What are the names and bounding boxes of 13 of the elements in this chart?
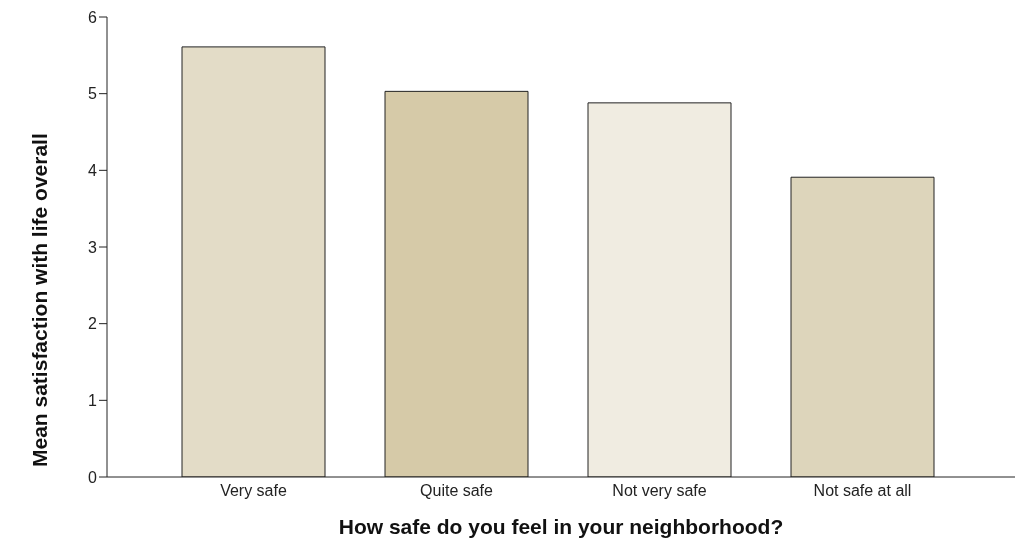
- x-tick-label: Quite safe: [420, 482, 494, 500]
- x-tick-label: Very safe: [220, 482, 287, 500]
- y-axis-title: Mean satisfaction with life overall: [28, 133, 52, 467]
- y-tick-label: 5: [88, 85, 98, 103]
- y-tick-label: 0: [88, 468, 98, 486]
- x-axis-title: How safe do you feel in your neighborhood?: [338, 515, 784, 538]
- x-tick-label: Not very safe: [612, 482, 707, 500]
- y-tick-label: 3: [88, 238, 98, 256]
- y-tick-label: 4: [88, 162, 98, 180]
- x-tick-label: Not safe at all: [813, 482, 912, 500]
- y-tick-label: 6: [88, 8, 98, 26]
- y-tick-label: 2: [88, 315, 98, 333]
- y-tick-label: 1: [88, 392, 98, 410]
